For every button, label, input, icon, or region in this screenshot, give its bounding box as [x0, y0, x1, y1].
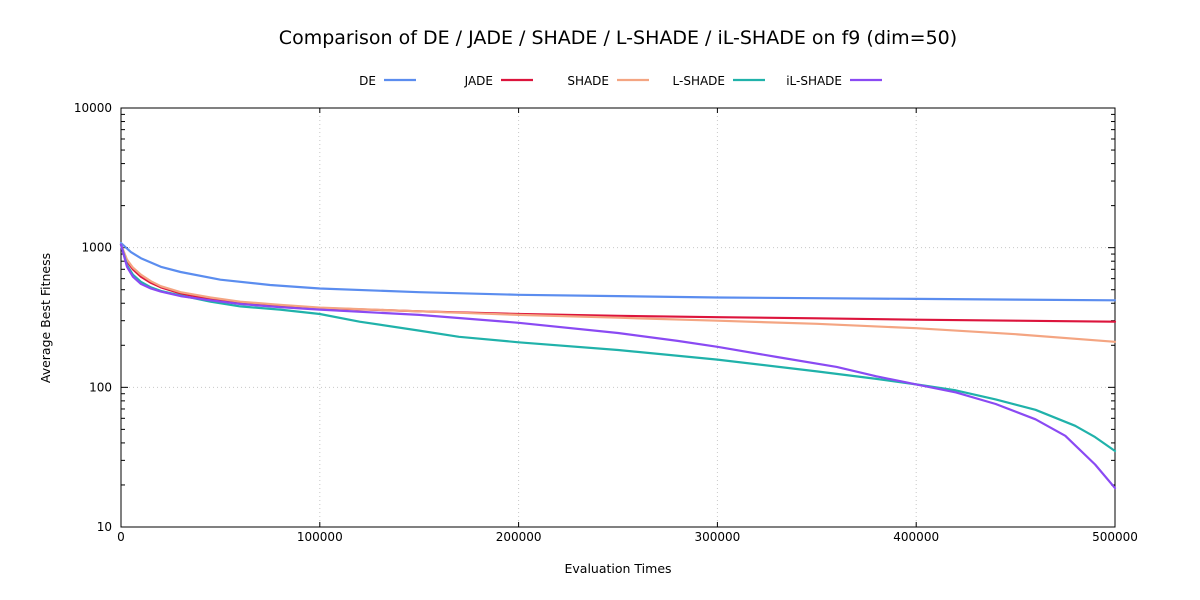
y-tick-label: 10: [97, 520, 112, 534]
x-tick-label: 500000: [1092, 530, 1138, 544]
x-tick-label: 0: [117, 530, 125, 544]
series-line-de: [119, 241, 1117, 302]
y-tick-label: 100: [89, 380, 112, 394]
x-tick-label: 100000: [297, 530, 343, 544]
legend-label-jade: JADE: [464, 74, 493, 88]
x-tick-label: 300000: [694, 530, 740, 544]
series-line-l-shade: [119, 243, 1117, 453]
legend-label-de: DE: [359, 74, 376, 88]
plot-border: [120, 107, 1116, 528]
tick-labels: 0 100000 200000 300000 400000 500000 10 100 1000…: [74, 101, 1138, 544]
series-line-il-shade: [119, 243, 1117, 490]
chart-title: Comparison of DE / JADE / SHADE / L-SHAD…: [279, 27, 957, 49]
y-tick-label: 10000: [74, 101, 112, 115]
legend-label-shade: SHADE: [567, 74, 609, 88]
legend-label-il-shade: iL-SHADE: [786, 74, 842, 88]
y-tick-label: 1000: [81, 241, 112, 255]
legend: DE JADE SHADE L-SHADE iL-SHADE: [359, 74, 882, 88]
legend-label-l-shade: L-SHADE: [673, 74, 725, 88]
series-lines: [119, 241, 1117, 490]
x-axis-label: Evaluation Times: [564, 561, 671, 576]
x-tick-label: 400000: [893, 530, 939, 544]
y-axis-label: Average Best Fitness: [38, 253, 53, 383]
series-line-jade: [119, 243, 1117, 323]
grid: [121, 108, 1115, 527]
series-line-shade: [119, 243, 1117, 343]
x-tick-label: 200000: [496, 530, 542, 544]
